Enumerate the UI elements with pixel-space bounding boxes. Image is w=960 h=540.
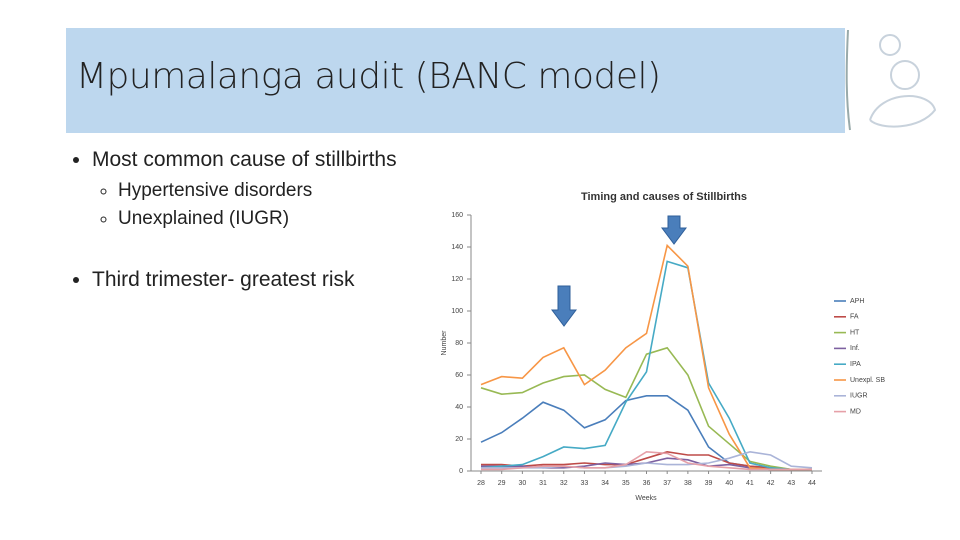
y-tick-label: 120 [451,276,463,283]
y-tick-label: 0 [459,468,463,475]
y-tick-label: 40 [455,404,463,411]
x-tick-label: 40 [725,480,733,487]
sub-list: Hypertensive disorders Unexplained (IUGR) [118,180,397,230]
y-tick-label: 20 [455,436,463,443]
title-band [66,28,845,133]
x-tick-label: 30 [518,480,526,487]
legend-label: IPA [850,361,861,368]
x-tick-label: 31 [539,480,547,487]
x-axis-label: Weeks [635,495,657,502]
logo [845,29,937,131]
x-tick-label: 42 [767,480,775,487]
arrow [551,285,577,327]
x-tick-label: 32 [560,480,568,487]
legend-label: IUGR [850,393,868,400]
bullet-list: Most common cause of stillbirths Hyperten… [92,148,397,292]
bullet: Most common cause of stillbirths Hyperten… [92,148,397,230]
sub-bullet: Hypertensive disorders [118,180,397,202]
y-axis-label: Number [441,330,448,356]
slide-title: Mpumalanga audit (BANC model) [76,56,661,97]
legend-label: APH [850,298,864,305]
y-tick-label: 160 [451,212,463,219]
chart-title: Timing and causes of Stillbirths [581,191,747,203]
bullet: Third trimester- greatest risk [92,268,397,292]
y-tick-label: 80 [455,340,463,347]
y-tick-label: 140 [451,244,463,251]
x-tick-label: 37 [663,480,671,487]
legend-label: FA [850,314,859,321]
series-line [480,243,812,471]
series-line [481,450,812,471]
arrow [661,215,687,245]
x-tick-label: 36 [643,480,651,487]
series-line [480,346,812,471]
y-tick-label: 60 [455,372,463,379]
x-tick-label: 33 [581,480,589,487]
x-tick-label: 43 [787,480,795,487]
x-tick-label: 41 [746,480,754,487]
legend-label: HT [850,329,860,336]
legend-label: MD [850,408,861,415]
series-line [480,260,812,471]
x-tick-label: 38 [684,480,692,487]
x-tick-label: 29 [498,480,506,487]
bullet-text: Third trimester- greatest risk [92,268,355,291]
sub-bullet: Unexplained (IUGR) [118,208,397,230]
bullet-text: Most common cause of stillbirths [92,148,397,171]
legend-label: Unexpl. SB [850,377,885,384]
x-tick-label: 35 [622,480,630,487]
x-tick-label: 39 [705,480,713,487]
y-tick-label: 100 [451,308,463,315]
x-tick-label: 44 [808,480,816,487]
x-tick-label: 34 [601,480,609,487]
legend-label: Inf. [850,345,860,352]
x-tick-label: 28 [477,480,485,487]
series-line [481,450,813,469]
series-line [481,450,812,471]
